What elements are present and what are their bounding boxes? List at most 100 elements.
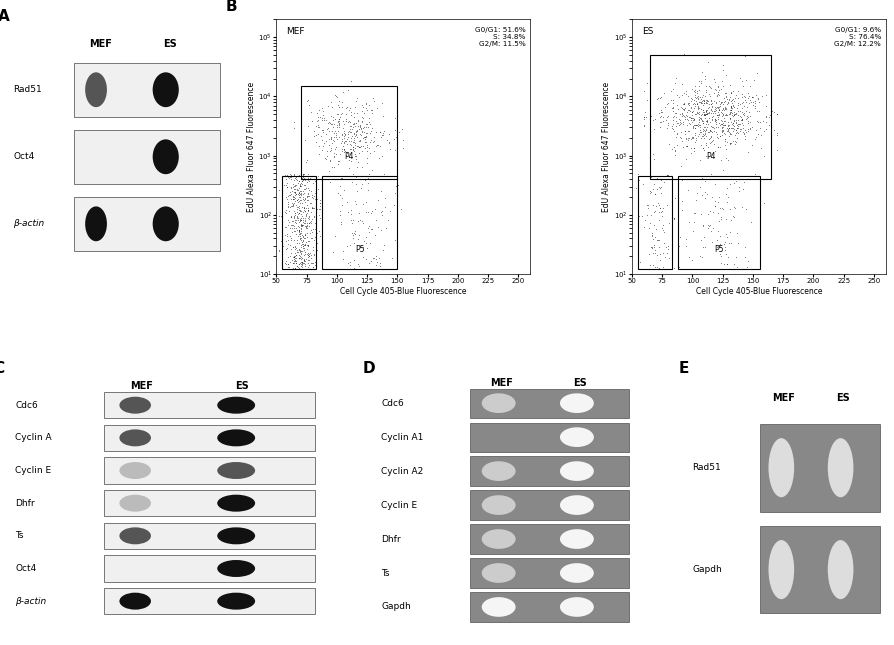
Point — [290, 238, 304, 248]
Point — [678, 141, 692, 151]
Point — [387, 124, 401, 135]
Point — [324, 110, 338, 121]
Point — [684, 117, 698, 128]
Point — [686, 114, 700, 124]
Point — [707, 84, 721, 94]
Point — [287, 256, 301, 266]
Point — [720, 124, 734, 134]
Point — [681, 112, 696, 122]
Point — [703, 95, 717, 105]
Point — [282, 240, 296, 250]
Point — [718, 110, 732, 120]
Point — [749, 116, 763, 126]
Point — [312, 201, 326, 211]
Point — [349, 161, 363, 172]
Point — [303, 233, 317, 243]
Point — [730, 99, 745, 110]
Point — [637, 112, 651, 122]
Point — [691, 81, 705, 92]
Point — [302, 248, 316, 258]
Point — [300, 183, 315, 193]
Point — [728, 203, 742, 213]
Point — [698, 125, 713, 135]
Point — [660, 98, 674, 108]
Point — [696, 95, 710, 105]
Point — [715, 164, 730, 175]
Point — [348, 172, 362, 182]
Point — [356, 122, 370, 132]
Point — [347, 102, 361, 112]
Point — [746, 95, 761, 106]
Point — [325, 161, 339, 172]
Point — [343, 106, 358, 117]
Point — [283, 190, 297, 200]
Point — [721, 129, 736, 139]
Point — [631, 175, 645, 186]
Point — [698, 116, 713, 126]
Point — [295, 257, 309, 267]
Point — [291, 176, 306, 186]
Point — [328, 141, 342, 152]
Point — [698, 121, 713, 132]
Point — [669, 74, 683, 84]
Point — [670, 128, 684, 138]
Point — [343, 136, 358, 146]
Point — [297, 215, 311, 226]
Point — [721, 113, 736, 123]
Ellipse shape — [217, 560, 255, 577]
Point — [299, 208, 314, 218]
Point — [725, 117, 739, 128]
Point — [655, 116, 670, 126]
Point — [696, 90, 710, 101]
Ellipse shape — [85, 206, 106, 241]
Point — [298, 193, 312, 203]
Point — [707, 146, 721, 156]
Point — [740, 112, 755, 123]
Point — [278, 259, 292, 270]
Point — [287, 252, 301, 262]
Point — [736, 101, 750, 112]
Point — [762, 110, 776, 120]
Point — [713, 213, 727, 224]
Point — [683, 115, 697, 125]
Point — [694, 77, 708, 88]
Point — [318, 136, 333, 146]
Point — [274, 201, 289, 212]
Point — [718, 228, 732, 239]
Point — [292, 216, 307, 226]
X-axis label: Cell Cycle 405-Blue Fluorescence: Cell Cycle 405-Blue Fluorescence — [340, 287, 466, 296]
Point — [305, 233, 319, 243]
Bar — [637, 176, 671, 270]
Point — [297, 214, 311, 224]
Point — [340, 148, 354, 158]
Point — [321, 134, 335, 144]
Point — [718, 70, 732, 81]
Point — [288, 172, 302, 183]
Point — [750, 94, 764, 104]
Point — [748, 124, 763, 135]
Point — [347, 108, 361, 119]
Point — [279, 244, 293, 254]
Point — [372, 253, 386, 264]
Point — [285, 215, 299, 226]
Point — [693, 94, 707, 104]
Point — [290, 212, 304, 222]
Point — [291, 221, 305, 232]
Point — [354, 123, 368, 133]
Point — [307, 250, 321, 260]
Point — [348, 131, 362, 141]
Point — [347, 228, 361, 238]
Point — [287, 258, 301, 268]
Point — [344, 208, 358, 219]
Point — [723, 88, 738, 99]
Point — [646, 154, 661, 164]
Point — [348, 149, 362, 159]
Point — [315, 113, 329, 123]
Point — [364, 224, 378, 235]
Point — [728, 93, 742, 103]
Point — [637, 106, 652, 117]
Point — [288, 215, 302, 225]
Point — [688, 88, 703, 98]
Point — [654, 106, 668, 117]
Point — [342, 163, 356, 174]
